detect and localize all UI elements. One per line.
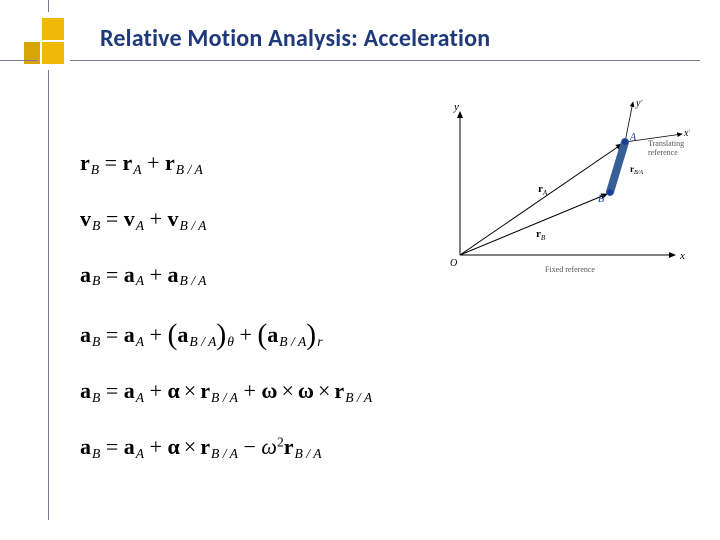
point-B (607, 189, 613, 195)
divider-horizontal (70, 60, 700, 61)
eq-a-components: aB = aA + (aB / A)θ + (aB / A)r (80, 317, 372, 350)
rA-label: rA (538, 183, 548, 197)
trans-ref-label1: Translating (648, 139, 684, 148)
eq-a-scalar: aB = aA + α×rB / A − ω2rB / A (80, 434, 372, 462)
point-A (622, 139, 628, 145)
rigid-link (610, 142, 625, 192)
accent-box-bottom (42, 42, 64, 64)
divider-vertical (48, 70, 49, 520)
x-label: x (679, 250, 685, 262)
rBA-label: rB/A (630, 164, 643, 176)
eq-a-vector: aB = aA + α×rB / A + ω×ω×rB / A (80, 378, 372, 406)
rB-label: rB (536, 228, 546, 242)
eq-a: aB = aA + aB / A (80, 262, 372, 290)
y-label: y (453, 101, 459, 113)
A-label: A (629, 132, 637, 143)
reference-frame-diagram: x y O Fixed reference x′ y′ Translating … (430, 100, 690, 280)
eq-r: rB = rA + rB / A (80, 150, 372, 178)
page-title: Relative Motion Analysis: Acceleration (100, 24, 490, 53)
divider-stub-v (48, 0, 49, 12)
accent-box-top (42, 18, 64, 40)
eq-v: vB = vA + vB / A (80, 206, 372, 234)
fixed-ref-label: Fixed reference (545, 265, 595, 274)
trans-ref-label2: reference (648, 148, 678, 157)
B-label: B (598, 194, 604, 205)
equation-list: rB = rA + rB / A vB = vA + vB / A aB = a… (80, 150, 372, 462)
xprime-label: x′ (683, 128, 690, 139)
origin-label: O (450, 258, 457, 269)
rB-vector (460, 194, 607, 255)
yprime-label: y′ (635, 100, 643, 109)
divider-stub-h (0, 60, 38, 61)
